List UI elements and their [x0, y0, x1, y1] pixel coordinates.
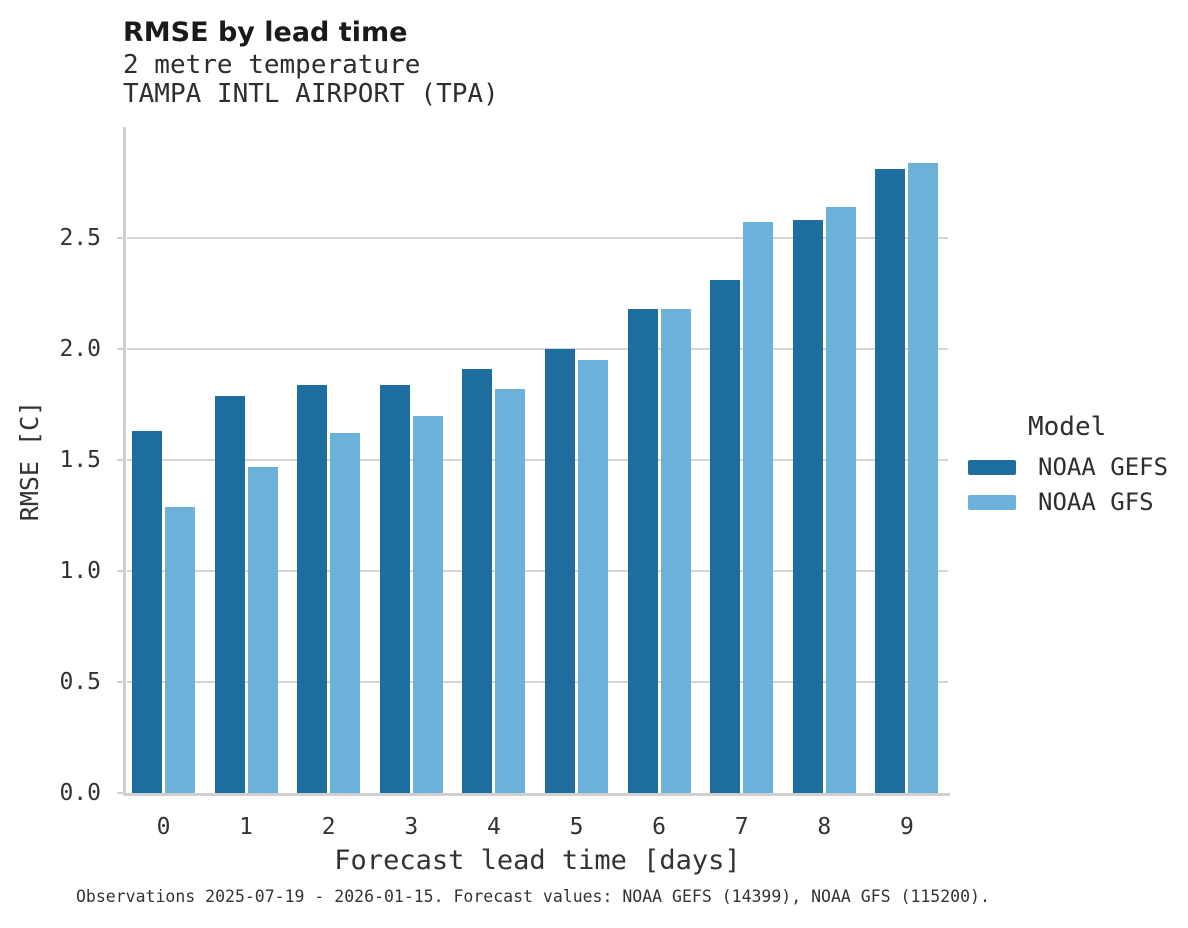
legend-label-noaa-gfs: NOAA GFS: [1038, 488, 1154, 516]
y-tick-label-0.5: 0.5: [59, 669, 101, 695]
chart-title: RMSE by lead time: [123, 17, 408, 48]
bar-noaa-gfs-day-0: [165, 506, 195, 793]
x-tick-label-3: 3: [404, 814, 419, 840]
chart-subtitle-variable: 2 metre temperature: [123, 50, 421, 80]
y-tick-1.5: [117, 459, 123, 461]
bar-noaa-gfs-day-2: [330, 433, 361, 793]
caption: Observations 2025-07-19 - 2026-01-15. Fo…: [76, 887, 990, 906]
gridline-y-1.5: [127, 459, 948, 461]
x-tick-label-9: 9: [899, 814, 914, 840]
y-tick-label-2.0: 2.0: [59, 336, 101, 362]
plot-panel: 0.0 0.5 1.0 1.5 2.0 2.5 0 1 2 3 4 5 6 7 8 9: [59, 127, 950, 840]
chart-subtitle-station: TAMPA INTL AIRPORT (TPA): [123, 79, 499, 109]
gridline-y-2.0: [127, 348, 948, 350]
legend-label-noaa-gefs: NOAA GEFS: [1038, 453, 1169, 481]
bar-noaa-gefs-day-6: [627, 309, 658, 793]
x-tick-label-2: 2: [321, 814, 336, 840]
bar-noaa-gfs-day-1: [247, 466, 278, 793]
bar-noaa-gefs-day-3: [379, 384, 410, 793]
x-tick-label-5: 5: [569, 814, 584, 840]
y-tick-2.0: [117, 348, 123, 350]
bar-noaa-gfs-day-9: [908, 162, 939, 793]
y-axis-line: [123, 127, 126, 796]
y-tick-0.5: [117, 681, 123, 683]
y-tick-label-0.0: 0.0: [59, 780, 101, 806]
bar-noaa-gfs-day-4: [495, 388, 526, 793]
x-tick-label-6: 6: [652, 814, 667, 840]
legend-item-noaa-gefs: NOAA GEFS: [968, 452, 1168, 482]
bar-noaa-gefs-day-5: [545, 349, 575, 793]
bar-noaa-gefs-day-7: [710, 280, 741, 793]
bar-noaa-gfs-day-5: [578, 360, 608, 793]
bar-noaa-gefs-day-4: [462, 368, 493, 793]
bar-noaa-gfs-day-6: [660, 309, 691, 793]
gridline-y-2.5: [127, 237, 948, 239]
bar-noaa-gefs-day-0: [132, 431, 162, 793]
y-tick-label-1.5: 1.5: [59, 447, 101, 473]
bar-noaa-gfs-day-3: [412, 415, 443, 793]
y-tick-label-1.0: 1.0: [59, 558, 101, 584]
bar-noaa-gefs-day-2: [297, 384, 328, 793]
y-tick-2.5: [117, 237, 123, 239]
legend-swatch-noaa-gfs: [968, 494, 1016, 510]
legend-swatch-noaa-gefs: [968, 459, 1016, 475]
legend-item-noaa-gfs: NOAA GFS: [968, 487, 1154, 517]
bar-noaa-gefs-day-8: [792, 220, 823, 793]
x-tick-label-4: 4: [486, 814, 501, 840]
gridline-y-0.5: [127, 681, 948, 683]
bar-noaa-gfs-day-7: [743, 222, 774, 793]
y-tick-1.0: [117, 570, 123, 572]
x-axis-line: [123, 793, 950, 796]
y-tick-label-2.5: 2.5: [59, 225, 101, 251]
x-tick-label-1: 1: [239, 814, 254, 840]
y-tick-0.0: [117, 792, 123, 794]
bar-noaa-gefs-day-9: [875, 169, 906, 793]
legend-title: Model: [1028, 412, 1107, 442]
gridline-y-1.0: [127, 570, 948, 572]
x-axis-title: Forecast lead time [days]: [334, 845, 741, 876]
bar-noaa-gfs-day-8: [825, 206, 856, 793]
bar-noaa-gefs-day-1: [214, 395, 245, 793]
x-tick-label-0: 0: [156, 814, 171, 840]
x-tick-label-7: 7: [734, 814, 749, 840]
x-tick-label-8: 8: [817, 814, 832, 840]
